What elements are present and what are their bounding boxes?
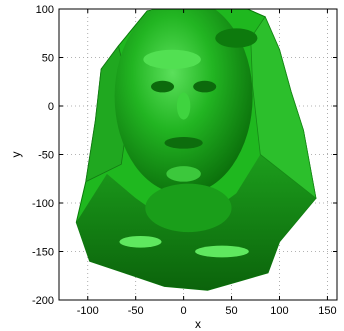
y-tick-label: -200	[32, 295, 54, 307]
y-tick-label: 0	[48, 101, 54, 113]
surface-shade-left-eye	[151, 80, 175, 93]
surface-highlight-collar-right	[195, 245, 249, 258]
y-tick-label: 50	[42, 53, 54, 65]
y-tick-label: -50	[38, 150, 54, 162]
surface-shade-right-eye	[193, 80, 217, 93]
surface-highlight-forehead	[143, 49, 201, 70]
surface-shade-mouth	[164, 137, 203, 149]
x-tick-label: 0	[181, 305, 187, 317]
surface-highlight-collar-left	[119, 235, 162, 248]
surface-mesh	[75, 9, 317, 291]
x-tick-label: 100	[270, 305, 288, 317]
x-tick-label: 150	[318, 305, 336, 317]
x-tick-label: 50	[225, 305, 237, 317]
surface-highlight-nose	[176, 92, 191, 120]
y-tick-label: -150	[32, 247, 54, 259]
y-tick-label: -100	[32, 198, 54, 210]
surface-right-facet	[250, 15, 317, 200]
surface-highlight-chin	[166, 166, 201, 182]
x-tick-label: -50	[128, 305, 144, 317]
axis-ticks: -100 -50 0 50 100 150 100 50 0 -50 -100 -150 -200	[32, 4, 337, 317]
x-tick-label: -100	[77, 305, 99, 317]
y-axis-label: y	[9, 152, 23, 158]
surface-shade-hair-right	[215, 28, 258, 48]
x-axis-label: x	[195, 317, 201, 331]
surface-neck-region	[145, 183, 232, 233]
y-tick-label: 100	[36, 4, 54, 16]
surface-lower-region	[76, 154, 316, 291]
